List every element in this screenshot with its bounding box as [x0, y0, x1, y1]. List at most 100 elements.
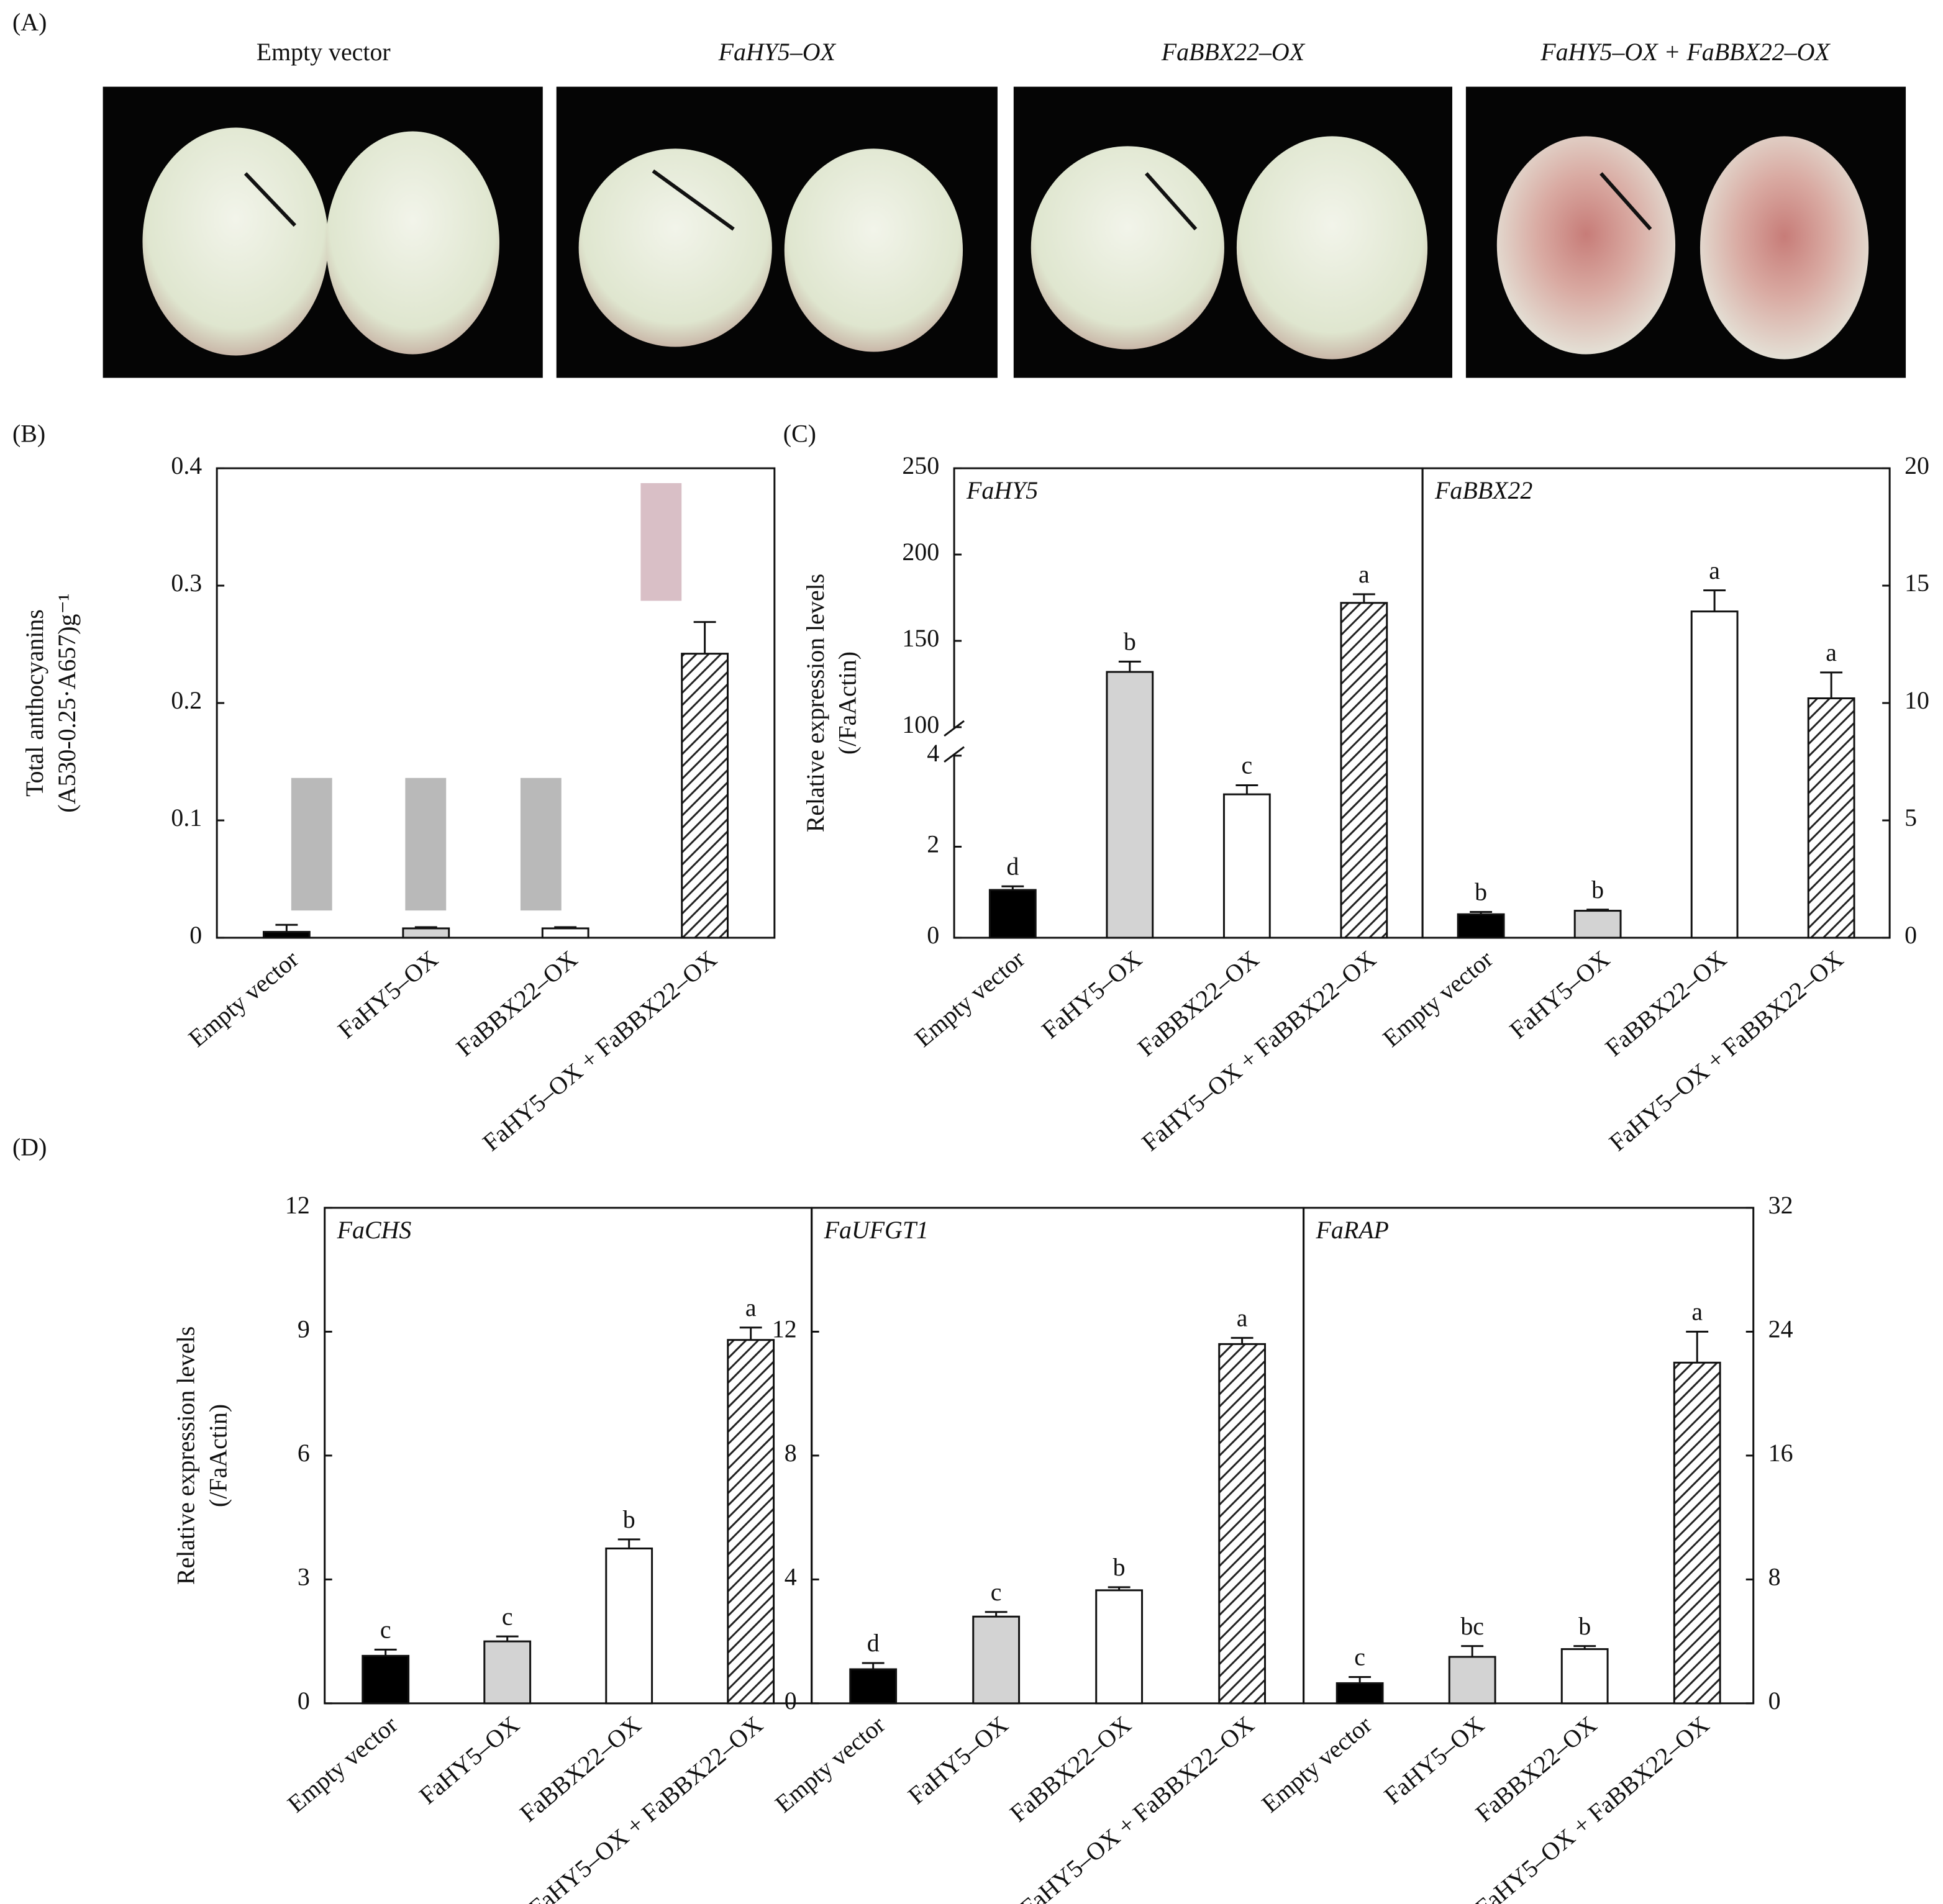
- significance-letter: b: [1475, 878, 1487, 906]
- significance-letter: b: [1113, 1553, 1126, 1581]
- bar: [727, 1339, 775, 1705]
- x-tick-label: FaHY5–OX + FaBBX22–OX: [477, 945, 722, 1156]
- x-tick-label: Empty vector: [1256, 1710, 1376, 1818]
- axis-break-gap: [949, 728, 960, 755]
- y-tick-label: 8: [785, 1439, 797, 1467]
- significance-letter: b: [1578, 1612, 1591, 1640]
- significance-letter: a: [1237, 1304, 1248, 1332]
- y-tick-label: 0: [927, 921, 939, 949]
- y-axis-label: Total anthocyanins: [20, 609, 48, 797]
- significance-letter: d: [1006, 852, 1019, 880]
- y-tick-label: 150: [902, 624, 939, 652]
- y-tick-label: 250: [902, 451, 939, 479]
- y-tick-label: 12: [772, 1315, 797, 1343]
- bar: [1336, 1682, 1384, 1705]
- fruit-half: [1496, 136, 1676, 355]
- x-tick-label: FaHY5–OX: [1504, 945, 1614, 1044]
- bar: [972, 1615, 1021, 1705]
- significance-letter: c: [991, 1578, 1002, 1606]
- panel-label: (B): [12, 419, 45, 447]
- significance-letter: b: [623, 1505, 635, 1533]
- y-tick-label: 5: [1904, 804, 1917, 832]
- bar: [1673, 1361, 1721, 1705]
- x-tick-label: FaBBX22–OX: [1004, 1710, 1136, 1827]
- significance-letter: c: [380, 1616, 391, 1644]
- x-tick-label: FaBBX22–OX: [514, 1710, 646, 1827]
- y-tick-label: 0: [1904, 921, 1917, 949]
- significance-letter: a: [745, 1294, 757, 1321]
- panel-label: (A): [12, 8, 47, 36]
- photo-label: Empty vector: [257, 38, 391, 66]
- y-tick-label: 0.1: [171, 804, 202, 832]
- y-tick-label: 4: [785, 1563, 797, 1591]
- subplot-title: FaUFGT1: [824, 1216, 929, 1244]
- x-tick-label: FaHY5–OX + FaBBX22–OX: [523, 1710, 768, 1904]
- y-axis-label: Relative expression levels: [801, 574, 829, 832]
- tube-photos: [291, 483, 682, 911]
- y-tick-label: 0.3: [171, 569, 202, 597]
- x-tick-label: FaHY5–OX + FaBBX22–OX: [1014, 1710, 1259, 1904]
- fruit-half: [1236, 136, 1428, 360]
- fruit-half: [1700, 136, 1869, 360]
- y-tick-label: 12: [285, 1191, 310, 1219]
- y-axis-label: (/FaActin): [834, 651, 862, 755]
- axis-break-mark: [944, 720, 965, 737]
- y-tick-label: 0: [189, 921, 202, 949]
- y-tick-label: 6: [298, 1439, 310, 1467]
- bar: [541, 927, 589, 939]
- y-tick-label: 2: [927, 830, 939, 858]
- y-tick-label: 0: [785, 1687, 797, 1715]
- fruit-half: [578, 148, 772, 347]
- bar: [849, 1668, 898, 1705]
- y-axis-label: Relative expression levels: [171, 1326, 199, 1585]
- y-tick-label: 0.4: [171, 451, 202, 479]
- panel-label: (D): [12, 1133, 47, 1161]
- y-tick-label: 24: [1768, 1315, 1793, 1343]
- x-tick-label: Empty vector: [1377, 945, 1498, 1052]
- bar: [988, 889, 1037, 939]
- fruit-half: [325, 131, 499, 355]
- y-axis-label: (/FaActin): [204, 1404, 232, 1507]
- y-tick-label: 15: [1904, 569, 1929, 597]
- y-axis-label: (A530-0.25·A657)g⁻¹: [53, 594, 81, 813]
- x-tick-label: FaHY5–OX: [414, 1710, 524, 1810]
- bar: [1222, 793, 1271, 939]
- y-tick-label: 9: [298, 1315, 310, 1343]
- subplot-title: FaBBX22: [1434, 476, 1532, 504]
- y-tick-label: 200: [902, 538, 939, 566]
- x-tick-label: FaHY5–OX: [332, 945, 443, 1044]
- photo-row: Empty vector FaHY5–OX FaBBX22–OX FaHY5–O…: [102, 38, 1906, 378]
- x-tick-label: FaHY5–OX: [903, 1710, 1013, 1810]
- x-tick-label: FaBBX22–OX: [451, 945, 583, 1061]
- bar: [681, 653, 729, 939]
- significance-letter: a: [1691, 1298, 1703, 1326]
- x-tick-label: FaHY5–OX + FaBBX22–OX: [1604, 945, 1849, 1156]
- bar: [1218, 1343, 1267, 1705]
- bar: [262, 931, 311, 939]
- x-tick-label: Empty vector: [909, 945, 1030, 1052]
- x-tick-label: FaHY5–OX: [1379, 1710, 1490, 1810]
- arrows: [243, 169, 1652, 231]
- significance-letter: c: [1354, 1643, 1365, 1671]
- significance-letter: b: [1591, 876, 1604, 904]
- bar: [1560, 1648, 1609, 1705]
- x-tick-label: FaHY5–OX: [1036, 945, 1147, 1044]
- y-tick-label: 0: [1768, 1687, 1781, 1715]
- photo-label: FaBBX22–OX: [1161, 38, 1306, 66]
- significance-letter: d: [867, 1629, 880, 1657]
- y-tick-label: 3: [298, 1563, 310, 1591]
- significance-letter: a: [1826, 638, 1837, 666]
- x-tick-label: Empty vector: [183, 945, 304, 1052]
- bar: [1106, 671, 1154, 939]
- significance-letter: b: [1124, 628, 1136, 656]
- significance-letter: c: [1241, 751, 1252, 779]
- significance-letter: bc: [1460, 1612, 1484, 1640]
- fruit-half: [1031, 146, 1224, 350]
- subplot-title: FaCHS: [337, 1216, 412, 1244]
- bar: [1448, 1656, 1496, 1705]
- bar: [483, 1640, 532, 1705]
- significance-letter: a: [1709, 556, 1720, 584]
- y-tick-label: 10: [1904, 686, 1929, 714]
- y-tick-label: 100: [902, 710, 939, 738]
